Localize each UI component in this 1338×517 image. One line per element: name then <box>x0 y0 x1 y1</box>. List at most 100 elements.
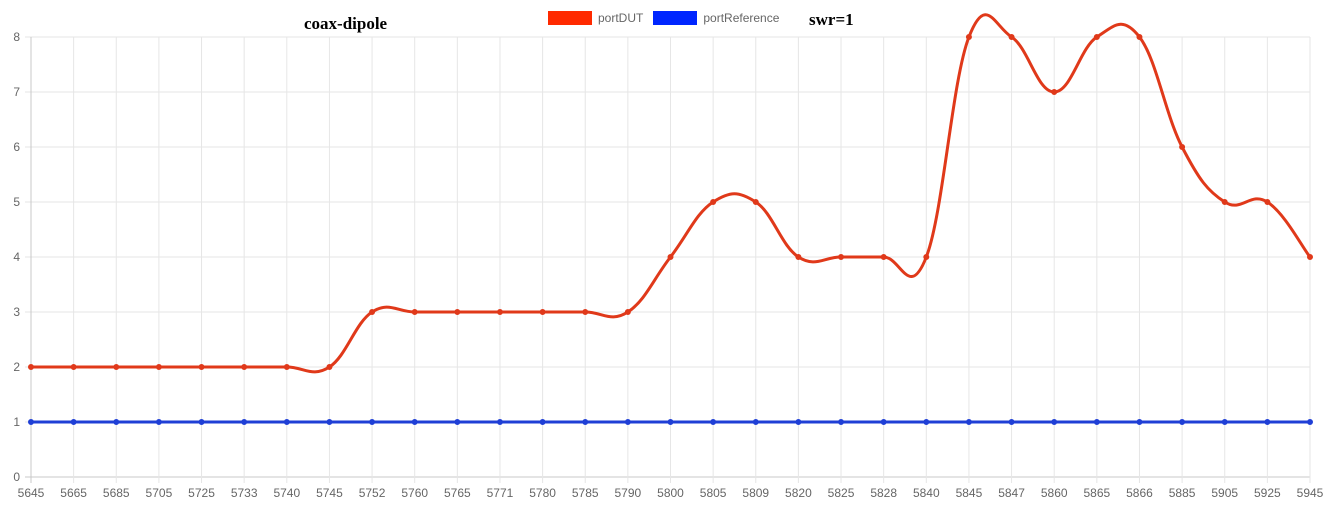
data-point-portdut <box>1307 254 1313 260</box>
x-tick-label: 5828 <box>870 486 897 500</box>
data-point-portdut <box>1221 199 1228 205</box>
data-point-portreference <box>539 419 546 425</box>
x-tick-label: 5760 <box>401 486 428 500</box>
data-point-portdut <box>70 364 77 370</box>
data-point-portdut <box>923 254 930 260</box>
data-point-portreference <box>965 419 972 425</box>
y-tick-label: 3 <box>13 305 20 319</box>
data-point-portdut <box>1264 199 1271 205</box>
x-tick-label: 5805 <box>700 486 727 500</box>
data-point-portreference <box>1264 419 1271 425</box>
data-point-portreference <box>1221 419 1228 425</box>
data-point-portreference <box>1307 419 1313 425</box>
legend-label-portdut: portDUT <box>598 11 644 25</box>
data-point-portdut <box>113 364 120 370</box>
data-point-portreference <box>752 419 759 425</box>
data-point-portdut <box>539 309 546 315</box>
y-tick-label: 6 <box>13 140 20 154</box>
data-point-portreference <box>923 419 930 425</box>
data-point-portreference <box>198 419 205 425</box>
data-point-portdut <box>710 199 717 205</box>
data-point-portreference <box>1051 419 1058 425</box>
chart-title-left: coax-dipole <box>304 14 388 33</box>
x-tick-label: 5780 <box>529 486 556 500</box>
x-tick-label: 5820 <box>785 486 812 500</box>
x-tick-label: 5765 <box>444 486 471 500</box>
y-tick-label: 1 <box>13 415 20 429</box>
x-tick-label: 5809 <box>742 486 769 500</box>
x-tick-label: 5845 <box>956 486 983 500</box>
x-tick-label: 5705 <box>146 486 173 500</box>
data-point-portreference <box>795 419 802 425</box>
data-point-portreference <box>411 419 418 425</box>
data-point-portdut <box>283 364 290 370</box>
x-tick-label: 5733 <box>231 486 258 500</box>
data-point-portreference <box>838 419 845 425</box>
x-tick-label: 5840 <box>913 486 940 500</box>
data-point-portdut <box>28 364 34 370</box>
x-tick-label: 5885 <box>1169 486 1196 500</box>
data-point-portreference <box>326 419 333 425</box>
data-point-portreference <box>667 419 674 425</box>
data-point-portdut <box>411 309 418 315</box>
data-point-portdut <box>1093 34 1100 40</box>
data-point-portreference <box>241 419 248 425</box>
data-point-portdut <box>1008 34 1015 40</box>
data-point-portreference <box>1136 419 1143 425</box>
x-tick-label: 5785 <box>572 486 599 500</box>
x-tick-label: 5771 <box>487 486 514 500</box>
data-point-portreference <box>155 419 162 425</box>
legend-item-portreference[interactable]: portReference <box>653 11 779 25</box>
legend-swatch-portdut <box>548 11 592 25</box>
data-point-portreference <box>624 419 631 425</box>
data-point-portreference <box>880 419 887 425</box>
x-tick-label: 5865 <box>1083 486 1110 500</box>
y-tick-label: 4 <box>13 250 20 264</box>
y-tick-label: 5 <box>13 195 20 209</box>
data-point-portdut <box>752 199 759 205</box>
x-tick-label: 5866 <box>1126 486 1153 500</box>
x-tick-label: 5825 <box>828 486 855 500</box>
data-point-portdut <box>326 364 333 370</box>
series-portdut <box>28 13 1313 374</box>
data-point-portdut <box>582 309 589 315</box>
data-point-portdut <box>155 364 162 370</box>
data-point-portdut <box>198 364 205 370</box>
x-tick-label: 5860 <box>1041 486 1068 500</box>
x-tick-label: 5800 <box>657 486 684 500</box>
x-tick-label: 5847 <box>998 486 1025 500</box>
data-point-portreference <box>1093 419 1100 425</box>
x-tick-label: 5752 <box>359 486 386 500</box>
data-point-portdut <box>1051 89 1058 95</box>
legend-swatch-portreference <box>653 11 698 25</box>
legend-item-portdut[interactable]: portDUT <box>548 11 643 25</box>
legend[interactable]: portDUT portReference <box>548 11 789 25</box>
x-tick-label: 5745 <box>316 486 343 500</box>
data-point-portdut <box>880 254 887 260</box>
data-point-portdut <box>454 309 461 315</box>
data-point-portreference <box>113 419 120 425</box>
data-point-portreference <box>1179 419 1186 425</box>
data-point-portdut <box>369 309 376 315</box>
legend-label-portreference: portReference <box>703 11 780 25</box>
data-point-portdut <box>795 254 802 260</box>
data-point-portdut <box>241 364 248 370</box>
data-point-portdut <box>667 254 674 260</box>
data-point-portdut <box>1136 34 1143 40</box>
data-point-portreference <box>369 419 376 425</box>
y-tick-label: 0 <box>13 470 20 484</box>
series-portreference <box>28 419 1313 425</box>
y-tick-label: 7 <box>13 85 20 99</box>
data-point-portreference <box>1008 419 1015 425</box>
data-point-portdut <box>965 34 972 40</box>
x-tick-label: 5685 <box>103 486 130 500</box>
x-tick-label: 5725 <box>188 486 215 500</box>
data-point-portdut <box>838 254 845 260</box>
data-point-portreference <box>283 419 290 425</box>
data-point-portreference <box>710 419 717 425</box>
x-tick-label: 5945 <box>1297 486 1324 500</box>
x-tick-label: 5665 <box>60 486 87 500</box>
x-tick-label: 5790 <box>615 486 642 500</box>
data-point-portdut <box>1179 144 1186 150</box>
